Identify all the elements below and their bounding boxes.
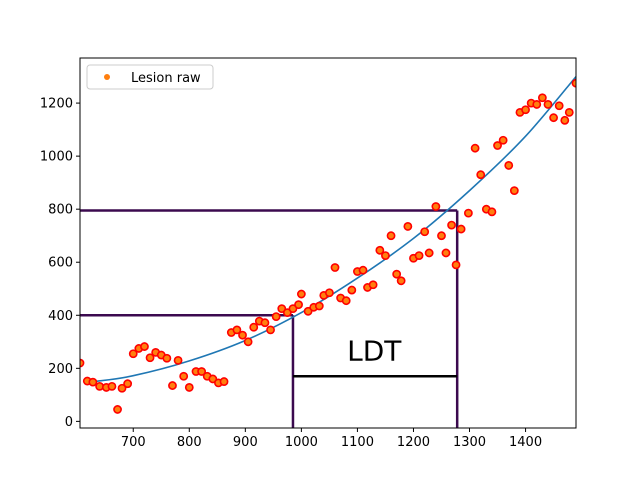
data-point-74 [493,141,502,150]
data-point-87 [564,107,574,117]
data-point-57 [396,276,406,286]
data-point-21 [197,367,207,376]
data-point-45 [330,263,340,272]
data-point-54 [381,251,390,260]
data-point-88 [571,78,576,88]
data-point-79 [521,105,530,115]
data-point-66 [447,220,456,230]
data-point-30 [249,322,259,332]
y-tick-label-800: 800 [48,203,73,218]
data-point-69 [463,208,473,218]
data-point-9 [128,349,138,359]
legend-box [86,64,214,90]
data-point-17 [173,355,183,365]
data-point-15 [162,353,172,363]
data-point-73 [487,207,497,217]
data-point-48 [347,285,357,295]
data-point-53 [375,245,385,255]
data-point-18 [179,371,189,381]
ldt-annotation: LDT [347,334,402,367]
data-point-42 [314,301,324,311]
x-tick-label-1300: 1300 [453,435,486,450]
data-point-82 [537,93,547,103]
data-point-64 [437,231,446,241]
data-point-44 [325,288,334,298]
data-point-75 [498,135,508,145]
y-tick-label-400: 400 [48,309,73,324]
x-tick-label-1100: 1100 [341,435,374,450]
x-tick-label-900: 900 [233,435,258,450]
data-point-34 [271,312,281,322]
data-point-61 [420,227,430,237]
data-point-77 [509,186,519,196]
data-point-32 [260,318,270,328]
y-tick-label-1200: 1200 [40,97,73,112]
plot-area [80,76,576,428]
data-point-38 [294,300,303,310]
data-point-55 [386,231,396,241]
data-point-47 [341,296,351,306]
data-point-11 [140,342,149,351]
data-point-28 [238,330,247,340]
data-point-58 [403,222,413,231]
data-point-27 [232,325,242,335]
data-point-29 [243,337,253,347]
x-tick-label-1400: 1400 [509,435,542,450]
data-point-5 [107,381,117,391]
fit-curve [93,76,576,383]
legend: Lesion raw [86,64,214,90]
data-point-67 [451,260,461,270]
data-point-81 [532,100,542,109]
data-point-56 [392,269,402,279]
data-point-85 [554,101,564,111]
x-tick-label-700: 700 [121,435,146,450]
data-point-65 [441,248,451,258]
x-axis: 700 800 900 1000 1100 1200 1300 1400 [121,428,542,450]
data-point-7 [117,383,127,393]
data-point-39 [296,289,306,299]
data-point-68 [456,224,466,234]
y-tick-label-1000: 1000 [40,150,73,165]
x-tick-label-800: 800 [177,435,202,450]
data-point-84 [549,113,558,123]
data-points [80,78,576,414]
data-point-16 [168,381,177,390]
data-point-83 [543,100,553,109]
data-point-71 [476,170,486,180]
legend-marker-dot [104,74,110,80]
data-point-70 [470,143,480,153]
data-point-19 [184,383,194,392]
data-point-62 [424,248,434,258]
y-tick-label-200: 200 [48,362,73,377]
data-point-60 [414,251,424,260]
x-tick-label-1000: 1000 [285,435,318,450]
y-tick-label-600: 600 [48,256,73,271]
data-point-52 [368,280,378,290]
data-point-25 [219,377,229,386]
data-point-50 [358,265,368,275]
legend-label: Lesion raw [131,71,201,86]
y-tick-label-0: 0 [65,415,73,430]
x-tick-label-1200: 1200 [397,435,430,450]
plot-frame [79,57,577,429]
data-point-6 [113,405,122,414]
data-point-12 [145,353,155,363]
data-point-86 [560,115,570,125]
threshold-guides [80,209,459,428]
data-point-76 [504,161,514,170]
data-point-8 [123,379,133,389]
data-point-33 [266,325,275,335]
data-point-2 [88,377,98,387]
data-point-63 [431,202,441,211]
y-axis: 0 200 400 600 800 1000 1200 [40,97,80,430]
